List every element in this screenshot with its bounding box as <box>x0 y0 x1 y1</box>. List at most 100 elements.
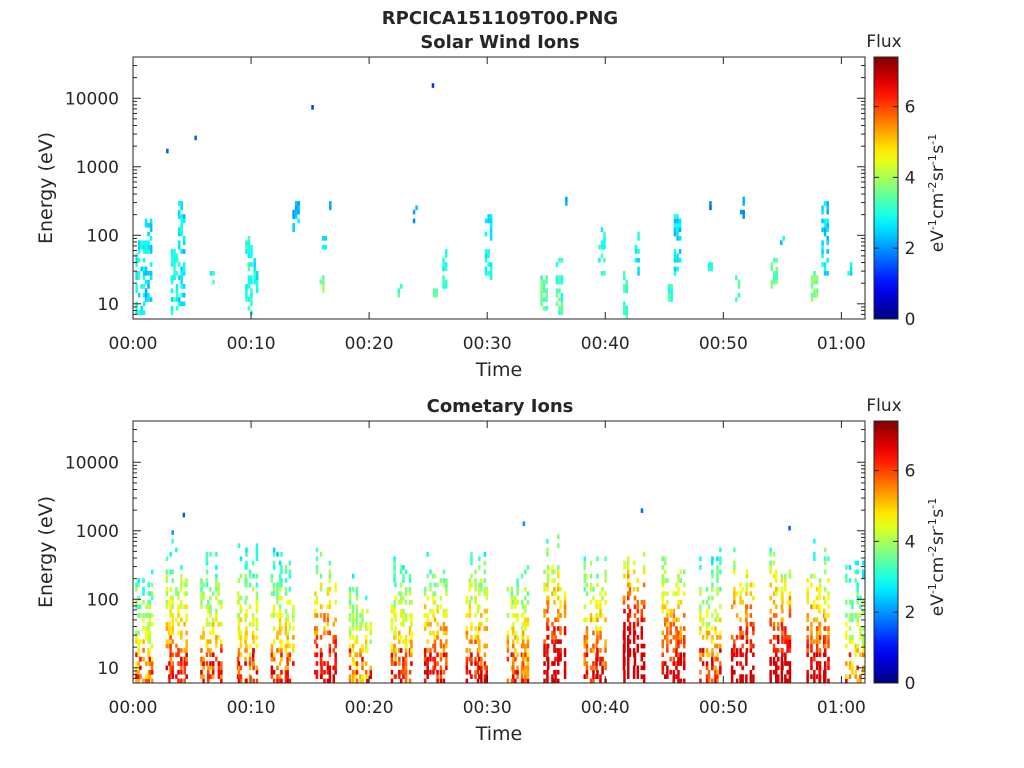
heatmap-cell <box>546 547 549 553</box>
heatmap-cell <box>398 635 401 640</box>
heatmap-cell <box>139 639 142 644</box>
heatmap-cell <box>640 608 644 614</box>
heatmap-cell <box>859 630 862 636</box>
heatmap-cell <box>168 600 171 605</box>
heatmap-cell <box>315 556 319 562</box>
heatmap-cell <box>202 635 205 640</box>
heatmap-cell <box>209 552 212 557</box>
heatmap-cell <box>237 630 241 636</box>
heatmap-cell <box>410 613 413 618</box>
heatmap-cell <box>592 661 595 666</box>
heatmap-cell <box>351 678 355 684</box>
heatmap-cell <box>393 569 396 575</box>
heatmap-cell <box>628 648 632 653</box>
heatmap-cell <box>237 669 241 675</box>
heatmap-cell <box>806 639 809 644</box>
heatmap-cell <box>314 626 317 631</box>
heatmap-cell <box>237 595 241 601</box>
heatmap-cell <box>719 661 722 666</box>
heatmap-cell <box>672 674 676 679</box>
heatmap-cell <box>147 240 150 246</box>
heatmap-cell <box>423 669 427 675</box>
heatmap-cell <box>239 639 243 644</box>
heatmap-cell <box>351 661 355 666</box>
heatmap-cell <box>806 674 809 679</box>
heatmap-cell <box>514 648 517 653</box>
heatmap-cell <box>599 591 602 596</box>
heatmap-cell <box>815 648 819 653</box>
heatmap-cell <box>824 547 827 553</box>
heatmap-cell <box>278 608 282 614</box>
heatmap-cell <box>699 604 702 610</box>
heatmap-cell <box>142 310 146 315</box>
heatmap-cell <box>661 595 665 601</box>
heatmap-cell <box>142 284 146 289</box>
heatmap-cell <box>150 591 154 596</box>
heatmap-cell <box>328 630 332 636</box>
heatmap-cell <box>207 608 210 614</box>
heatmap-cell <box>601 586 604 592</box>
heatmap-cell <box>596 630 599 636</box>
heatmap-cell <box>321 244 325 250</box>
heatmap-cell <box>711 626 714 631</box>
heatmap-cell <box>559 639 562 644</box>
heatmap-cell <box>862 635 865 640</box>
heatmap-cell <box>810 665 813 671</box>
heatmap-cell <box>147 297 150 302</box>
unit-exponent: -1 <box>926 583 939 594</box>
heatmap-cell <box>711 595 714 601</box>
heatmap-cell <box>749 591 753 596</box>
heatmap-cell <box>627 661 630 666</box>
heatmap-cell <box>169 630 172 636</box>
heatmap-cell <box>596 635 599 640</box>
heatmap-cell <box>445 652 448 658</box>
heatmap-cell <box>364 639 368 644</box>
heatmap-cell <box>627 565 630 570</box>
heatmap-cell <box>399 613 403 618</box>
heatmap-cell <box>769 608 772 614</box>
heatmap-cell <box>468 656 472 662</box>
heatmap-cell <box>247 240 251 246</box>
figure-title: RPCICA151109T00.PNG <box>382 8 618 29</box>
heatmap-cell <box>272 639 276 644</box>
heatmap-cell <box>677 578 680 583</box>
heatmap-cell <box>733 569 736 575</box>
heatmap-cell <box>733 648 736 653</box>
heatmap-cell <box>676 236 679 241</box>
heatmap-cell <box>543 586 546 592</box>
heatmap-cell <box>173 253 176 259</box>
heatmap-cell <box>661 669 665 675</box>
heatmap-cell <box>135 604 138 610</box>
heatmap-cell <box>165 578 169 583</box>
heatmap-cell <box>220 661 223 666</box>
heatmap-cell <box>489 271 493 276</box>
heatmap-cell <box>137 630 140 636</box>
heatmap-cell <box>540 292 543 298</box>
heatmap-cell <box>741 643 744 649</box>
heatmap-cell <box>402 578 405 583</box>
heatmap-cell <box>675 643 678 649</box>
heatmap-cell <box>470 661 473 666</box>
heatmap-cell <box>432 288 436 294</box>
heatmap-cell <box>818 639 821 644</box>
heatmap-cell <box>636 608 640 614</box>
heatmap-cell <box>521 665 525 671</box>
heatmap-cell <box>142 301 146 307</box>
heatmap-cell <box>676 266 679 272</box>
heatmap-cell <box>705 630 709 636</box>
heatmap-cell <box>583 573 587 579</box>
heatmap-cell <box>699 591 702 596</box>
y-tick-label: 10000 <box>65 89 119 109</box>
heatmap-cell <box>739 582 742 588</box>
heatmap-cell <box>818 586 822 592</box>
heatmap-cell <box>526 635 530 640</box>
heatmap-cell <box>625 314 629 320</box>
heatmap-cell <box>355 595 359 601</box>
heatmap-cell <box>603 271 606 276</box>
heatmap-cell <box>137 643 140 649</box>
heatmap-cell <box>821 249 824 254</box>
heatmap-cell <box>632 560 636 566</box>
heatmap-cell <box>314 591 317 596</box>
heatmap-cell <box>410 635 413 640</box>
heatmap-cell <box>286 613 289 618</box>
